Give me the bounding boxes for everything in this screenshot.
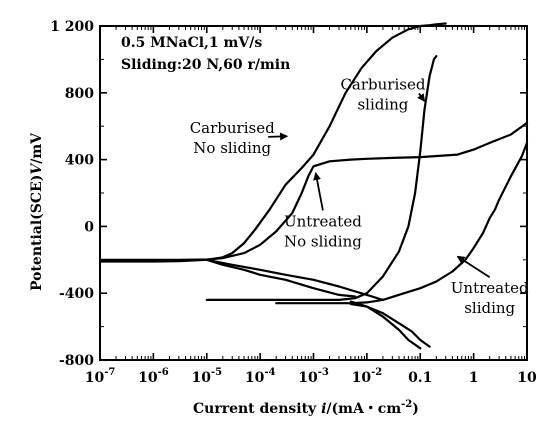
x-tick-label-4: 10-3 bbox=[298, 367, 329, 386]
conditions-line-1: 0.5 MNaCl,1 mV/s bbox=[121, 35, 262, 51]
x-tick-label-6: 0.1 bbox=[408, 370, 432, 386]
x-tick-label-2: 10-5 bbox=[191, 367, 222, 386]
series-line-6 bbox=[275, 141, 529, 305]
y-tick-label-4: -400 bbox=[59, 286, 94, 302]
y-tick-label-3: 0 bbox=[84, 219, 94, 235]
plot-frame bbox=[99, 25, 528, 361]
annotation-arrow-2 bbox=[313, 171, 324, 211]
series-line-2 bbox=[98, 121, 529, 261]
y-axis-label: Potential(SCE)V/mV bbox=[29, 132, 45, 291]
x-tick-label-0: 10-7 bbox=[85, 367, 116, 386]
y-tick-label-5: -800 bbox=[59, 353, 94, 369]
axes-layer: 10-7 10-6 10-5 10-4 10-3 10-2 0.1 1 10 1 200 800 40… bbox=[50, 19, 537, 386]
annotation-1: Carburised sliding bbox=[340, 75, 425, 113]
plot-area bbox=[99, 25, 528, 361]
series-layer bbox=[98, 22, 529, 350]
x-tick-label-3: 10-4 bbox=[245, 367, 276, 386]
x-tick-label-1: 10-6 bbox=[138, 367, 169, 386]
series-line-5 bbox=[349, 300, 422, 350]
series-line-7 bbox=[349, 303, 431, 348]
series-line-4 bbox=[205, 55, 438, 301]
annotation-arrow-1 bbox=[417, 92, 426, 102]
x-tick-label-8: 10 bbox=[517, 370, 537, 386]
y-tick-label-2: 400 bbox=[65, 153, 94, 169]
y-tick-label-0: 1 200 bbox=[50, 19, 94, 35]
series-line-3 bbox=[205, 258, 384, 301]
annotation-0: Carburised No sliding bbox=[190, 119, 275, 157]
annotation-arrow-3 bbox=[456, 255, 491, 278]
annotation-layer: Carburised No sliding Carburised sliding Unt… bbox=[190, 75, 529, 317]
conditions-line-2: Sliding:20 N,60 r/min bbox=[121, 57, 290, 73]
annotation-arrow-0 bbox=[268, 132, 289, 141]
annotation-3: Untreated sliding bbox=[451, 279, 529, 317]
series-line-1 bbox=[205, 258, 357, 298]
annotation-2: Untreated No sliding bbox=[284, 212, 362, 250]
y-tick-label-1: 800 bbox=[65, 86, 94, 102]
x-axis-label: Current density i/(mA・cm-2) bbox=[193, 399, 419, 417]
x-tick-label-7: 1 bbox=[469, 370, 479, 386]
x-tick-label-5: 10-2 bbox=[352, 367, 383, 386]
